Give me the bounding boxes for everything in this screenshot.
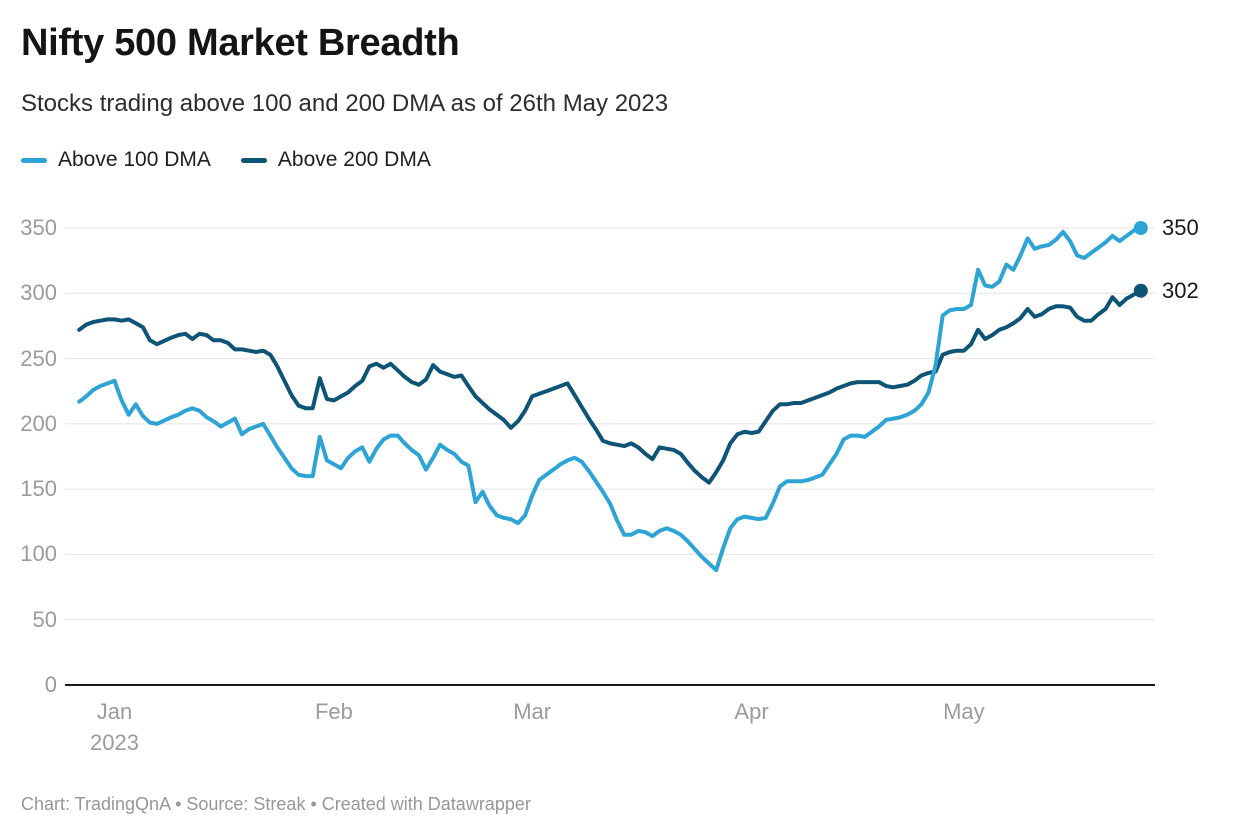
series-line-above-200-dma: [77, 288, 1143, 485]
legend-item-above-200-dma: Above 200 DMA: [240, 148, 431, 172]
legend-swatch-icon: [21, 157, 47, 163]
legend-label: Above 200 DMA: [277, 148, 431, 171]
series-line-above-100-dma: [77, 226, 1143, 573]
series-end-dot-above-200-dma: [1133, 283, 1148, 298]
legend: Above 100 DMA Above 200 DMA: [21, 148, 431, 172]
chart-title: Nifty 500 Market Breadth: [21, 22, 460, 64]
legend-swatch-icon: [240, 157, 267, 163]
chart-subtitle: Stocks trading above 100 and 200 DMA as …: [21, 90, 669, 117]
attribution-footer: Chart: TradingQnA • Source: Streak • Cre…: [21, 794, 531, 814]
series-end-dot-above-100-dma: [1133, 221, 1148, 235]
legend-label: Above 100 DMA: [58, 148, 211, 171]
legend-item-above-100-dma: Above 100 DMA: [21, 148, 211, 172]
